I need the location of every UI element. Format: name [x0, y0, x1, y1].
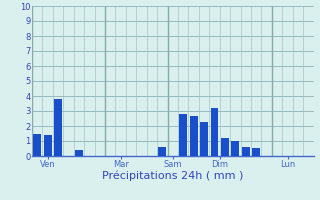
Bar	[54, 99, 62, 156]
Bar	[242, 147, 250, 156]
Bar	[252, 148, 260, 156]
Bar	[200, 121, 208, 156]
Bar	[44, 135, 52, 156]
Bar	[179, 114, 187, 156]
X-axis label: Précipitations 24h ( mm ): Précipitations 24h ( mm )	[102, 171, 244, 181]
Bar	[211, 108, 219, 156]
Bar	[158, 147, 166, 156]
Bar	[33, 134, 41, 156]
Bar	[231, 141, 239, 156]
Bar	[75, 150, 83, 156]
Bar	[190, 116, 197, 156]
Bar	[221, 138, 229, 156]
